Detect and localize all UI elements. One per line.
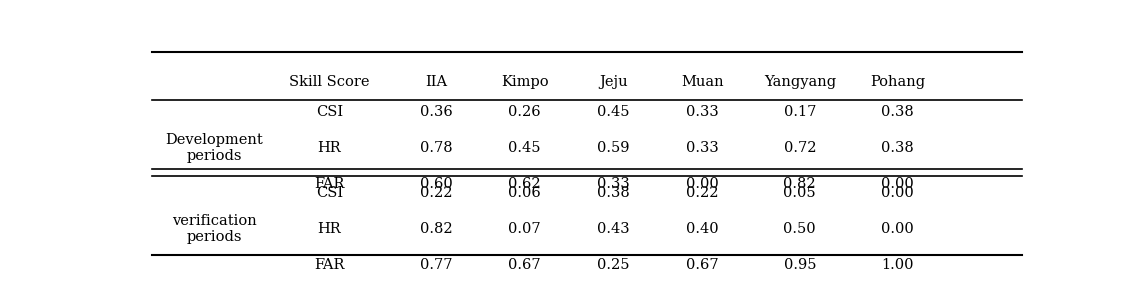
Text: 0.45: 0.45 [508, 141, 540, 155]
Text: Muan: Muan [681, 75, 724, 89]
Text: 0.38: 0.38 [881, 105, 914, 119]
Text: Jeju: Jeju [599, 75, 627, 89]
Text: 0.77: 0.77 [420, 258, 452, 272]
Text: 0.22: 0.22 [686, 186, 718, 200]
Text: 0.45: 0.45 [598, 105, 630, 119]
Text: 0.62: 0.62 [508, 177, 540, 191]
Text: 0.00: 0.00 [881, 186, 914, 200]
Text: 0.05: 0.05 [783, 186, 816, 200]
Text: FAR: FAR [314, 258, 345, 272]
Text: Development
periods: Development periods [165, 133, 263, 163]
Text: 0.67: 0.67 [508, 258, 540, 272]
Text: 0.82: 0.82 [783, 177, 816, 191]
Text: 0.00: 0.00 [686, 177, 719, 191]
Text: 0.95: 0.95 [783, 258, 816, 272]
Text: HR: HR [317, 141, 341, 155]
Text: Pohang: Pohang [870, 75, 925, 89]
Text: 0.25: 0.25 [598, 258, 630, 272]
Text: 0.40: 0.40 [686, 222, 718, 236]
Text: 0.22: 0.22 [420, 186, 452, 200]
Text: 0.26: 0.26 [508, 105, 540, 119]
Text: FAR: FAR [314, 177, 345, 191]
Text: 0.82: 0.82 [420, 222, 452, 236]
Text: Yangyang: Yangyang [764, 75, 836, 89]
Text: 0.17: 0.17 [783, 105, 816, 119]
Text: Skill Score: Skill Score [290, 75, 370, 89]
Text: 0.07: 0.07 [508, 222, 540, 236]
Text: 0.60: 0.60 [419, 177, 452, 191]
Text: 0.00: 0.00 [881, 222, 914, 236]
Text: 0.33: 0.33 [686, 141, 719, 155]
Text: 0.33: 0.33 [597, 177, 630, 191]
Text: CSI: CSI [316, 105, 344, 119]
Text: 0.38: 0.38 [597, 186, 630, 200]
Text: 0.06: 0.06 [508, 186, 542, 200]
Text: 0.50: 0.50 [783, 222, 816, 236]
Text: 0.00: 0.00 [881, 177, 914, 191]
Text: Kimpo: Kimpo [500, 75, 548, 89]
Text: 0.67: 0.67 [686, 258, 718, 272]
Text: 0.78: 0.78 [420, 141, 452, 155]
Text: 0.72: 0.72 [783, 141, 816, 155]
Text: CSI: CSI [316, 186, 344, 200]
Text: 0.43: 0.43 [598, 222, 630, 236]
Text: 0.36: 0.36 [419, 105, 452, 119]
Text: 0.59: 0.59 [598, 141, 630, 155]
Text: 1.00: 1.00 [882, 258, 914, 272]
Text: 0.33: 0.33 [686, 105, 719, 119]
Text: verification
periods: verification periods [172, 214, 256, 244]
Text: 0.38: 0.38 [881, 141, 914, 155]
Text: HR: HR [317, 222, 341, 236]
Text: IIA: IIA [425, 75, 447, 89]
